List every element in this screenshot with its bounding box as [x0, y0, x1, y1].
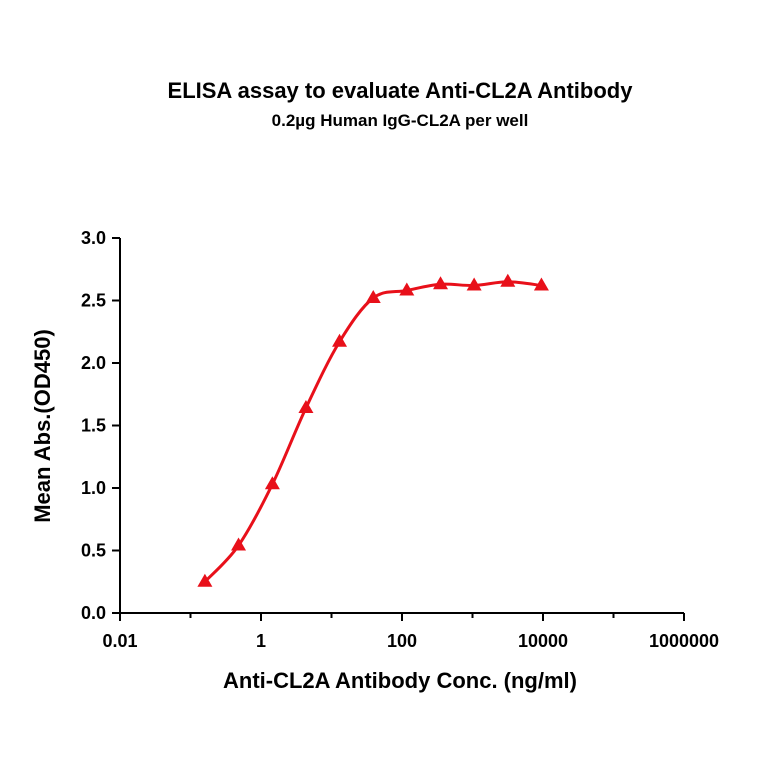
y-tick-label: 1.0: [81, 478, 106, 498]
x-tick-label: 0.01: [102, 631, 137, 651]
y-tick-label: 0.0: [81, 603, 106, 623]
data-point-triangle: [332, 333, 348, 347]
x-tick-label: 10000: [518, 631, 568, 651]
y-axis-label: Mean Abs.(OD450): [30, 329, 55, 523]
data-point-triangle: [365, 289, 381, 303]
data-point-triangle: [399, 282, 415, 296]
data-point-triangle: [231, 537, 247, 551]
series-layer: [197, 273, 549, 587]
data-point-triangle: [533, 277, 549, 291]
data-point-triangle: [466, 277, 482, 291]
x-tick-label: 1000000: [649, 631, 719, 651]
x-tick-label: 1: [256, 631, 266, 651]
chart-subtitle: 0.2µg Human IgG-CL2A per well: [272, 111, 529, 130]
chart-title: ELISA assay to evaluate Anti-CL2A Antibo…: [168, 78, 634, 103]
data-point-triangle: [500, 273, 516, 287]
y-tick-label: 0.5: [81, 541, 106, 561]
data-point-triangle: [264, 476, 280, 490]
data-point-triangle: [433, 276, 449, 290]
fit-curve: [203, 280, 542, 583]
plot-area: 0.0 0.5 1.0 1.5 2.0 2.5 3.0 0.01 1 100 10000 10000…: [81, 228, 719, 651]
data-point-triangle: [298, 399, 314, 413]
x-tick-label: 100: [387, 631, 417, 651]
y-tick-label: 2.5: [81, 291, 106, 311]
y-tick-label: 3.0: [81, 228, 106, 248]
x-axis-label: Anti-CL2A Antibody Conc. (ng/ml): [223, 668, 577, 693]
y-tick-label: 1.5: [81, 416, 106, 436]
y-axis-ticks: 0.0 0.5 1.0 1.5 2.0 2.5 3.0: [81, 228, 120, 623]
data-point-triangle: [197, 573, 213, 587]
y-tick-label: 2.0: [81, 353, 106, 373]
x-axis-ticks: 0.01 1 100 10000 1000000: [102, 613, 719, 651]
